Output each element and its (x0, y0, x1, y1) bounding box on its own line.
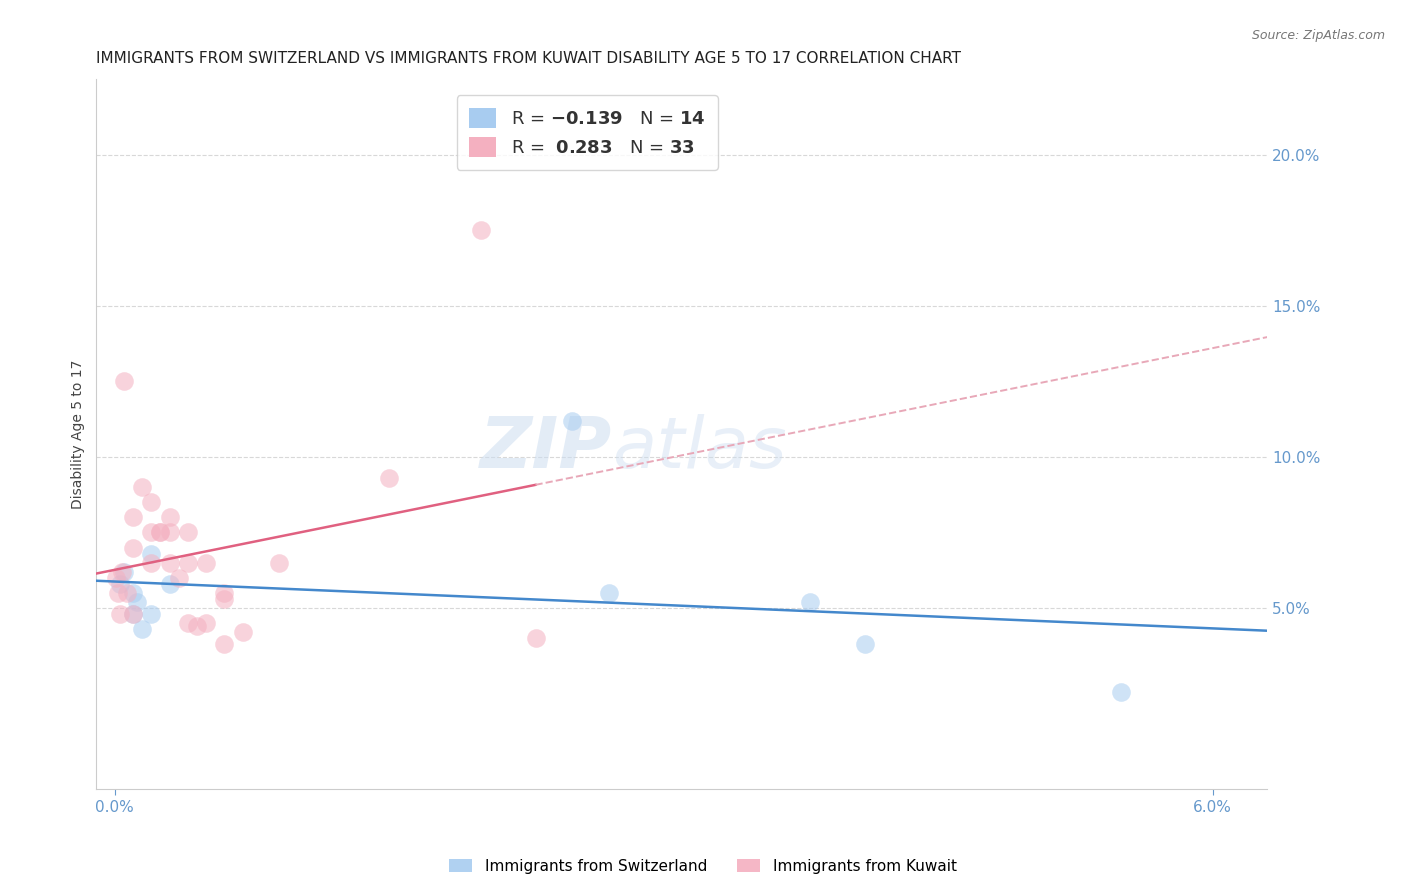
Point (122, 607, 145, 621)
Point (167, 571, 190, 585)
Legend: Immigrants from Switzerland, Immigrants from Kuwait: Immigrants from Switzerland, Immigrants … (443, 853, 963, 880)
Point (269, 556, 291, 570)
Point (122, 541, 145, 555)
Text: atlas: atlas (612, 414, 786, 483)
Point (214, 586, 236, 600)
Point (195, 615, 218, 630)
Point (159, 510, 181, 524)
Point (378, 471, 401, 485)
Point (195, 556, 218, 570)
Y-axis label: Disability Age 5 to 17: Disability Age 5 to 17 (72, 359, 86, 509)
Point (177, 525, 200, 540)
Point (186, 619, 208, 633)
Point (561, 414, 583, 428)
Point (214, 637, 236, 651)
Point (177, 615, 200, 630)
Point (141, 495, 163, 509)
Point (141, 547, 163, 561)
Point (112, 375, 135, 389)
Point (159, 525, 181, 540)
Point (799, 595, 821, 609)
Point (122, 510, 145, 524)
Point (105, 571, 128, 585)
Point (141, 525, 163, 540)
Point (1109, 685, 1132, 699)
Point (214, 591, 236, 606)
Point (125, 595, 148, 609)
Point (470, 223, 492, 237)
Point (159, 556, 181, 570)
Point (112, 565, 135, 579)
Point (149, 525, 172, 540)
Point (524, 631, 547, 645)
Point (141, 607, 163, 621)
Point (122, 586, 145, 600)
Point (598, 586, 620, 600)
Point (131, 480, 153, 494)
Point (122, 607, 145, 621)
Point (232, 625, 254, 640)
Text: ZIP: ZIP (479, 414, 612, 483)
Point (149, 525, 172, 540)
Point (853, 637, 876, 651)
Point (107, 586, 129, 600)
Point (141, 556, 163, 570)
Point (108, 576, 131, 591)
Text: IMMIGRANTS FROM SWITZERLAND VS IMMIGRANTS FROM KUWAIT DISABILITY AGE 5 TO 17 COR: IMMIGRANTS FROM SWITZERLAND VS IMMIGRANT… (97, 51, 962, 66)
Text: Source: ZipAtlas.com: Source: ZipAtlas.com (1251, 29, 1385, 42)
Legend: R = $\mathbf{-0.139}$   N = $\mathbf{14}$, R =  $\mathbf{0.283}$   N = $\mathbf{: R = $\mathbf{-0.139}$ N = $\mathbf{14}$,… (457, 95, 718, 169)
Point (111, 565, 134, 579)
Point (159, 576, 181, 591)
Point (131, 622, 153, 636)
Point (117, 586, 139, 600)
Point (177, 556, 200, 570)
Point (108, 607, 131, 621)
